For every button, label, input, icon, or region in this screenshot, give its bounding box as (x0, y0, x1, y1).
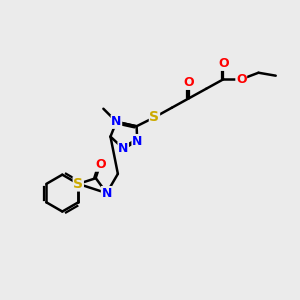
Text: N: N (111, 115, 122, 128)
Text: N: N (118, 142, 128, 155)
Text: O: O (236, 73, 247, 86)
Text: N: N (101, 187, 112, 200)
Text: O: O (184, 76, 194, 89)
Text: O: O (218, 57, 229, 70)
Text: S: S (149, 110, 160, 124)
Text: N: N (132, 135, 142, 148)
Text: O: O (95, 158, 106, 171)
Text: S: S (73, 177, 83, 191)
